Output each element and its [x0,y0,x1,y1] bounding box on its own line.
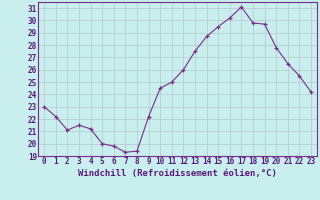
X-axis label: Windchill (Refroidissement éolien,°C): Windchill (Refroidissement éolien,°C) [78,169,277,178]
